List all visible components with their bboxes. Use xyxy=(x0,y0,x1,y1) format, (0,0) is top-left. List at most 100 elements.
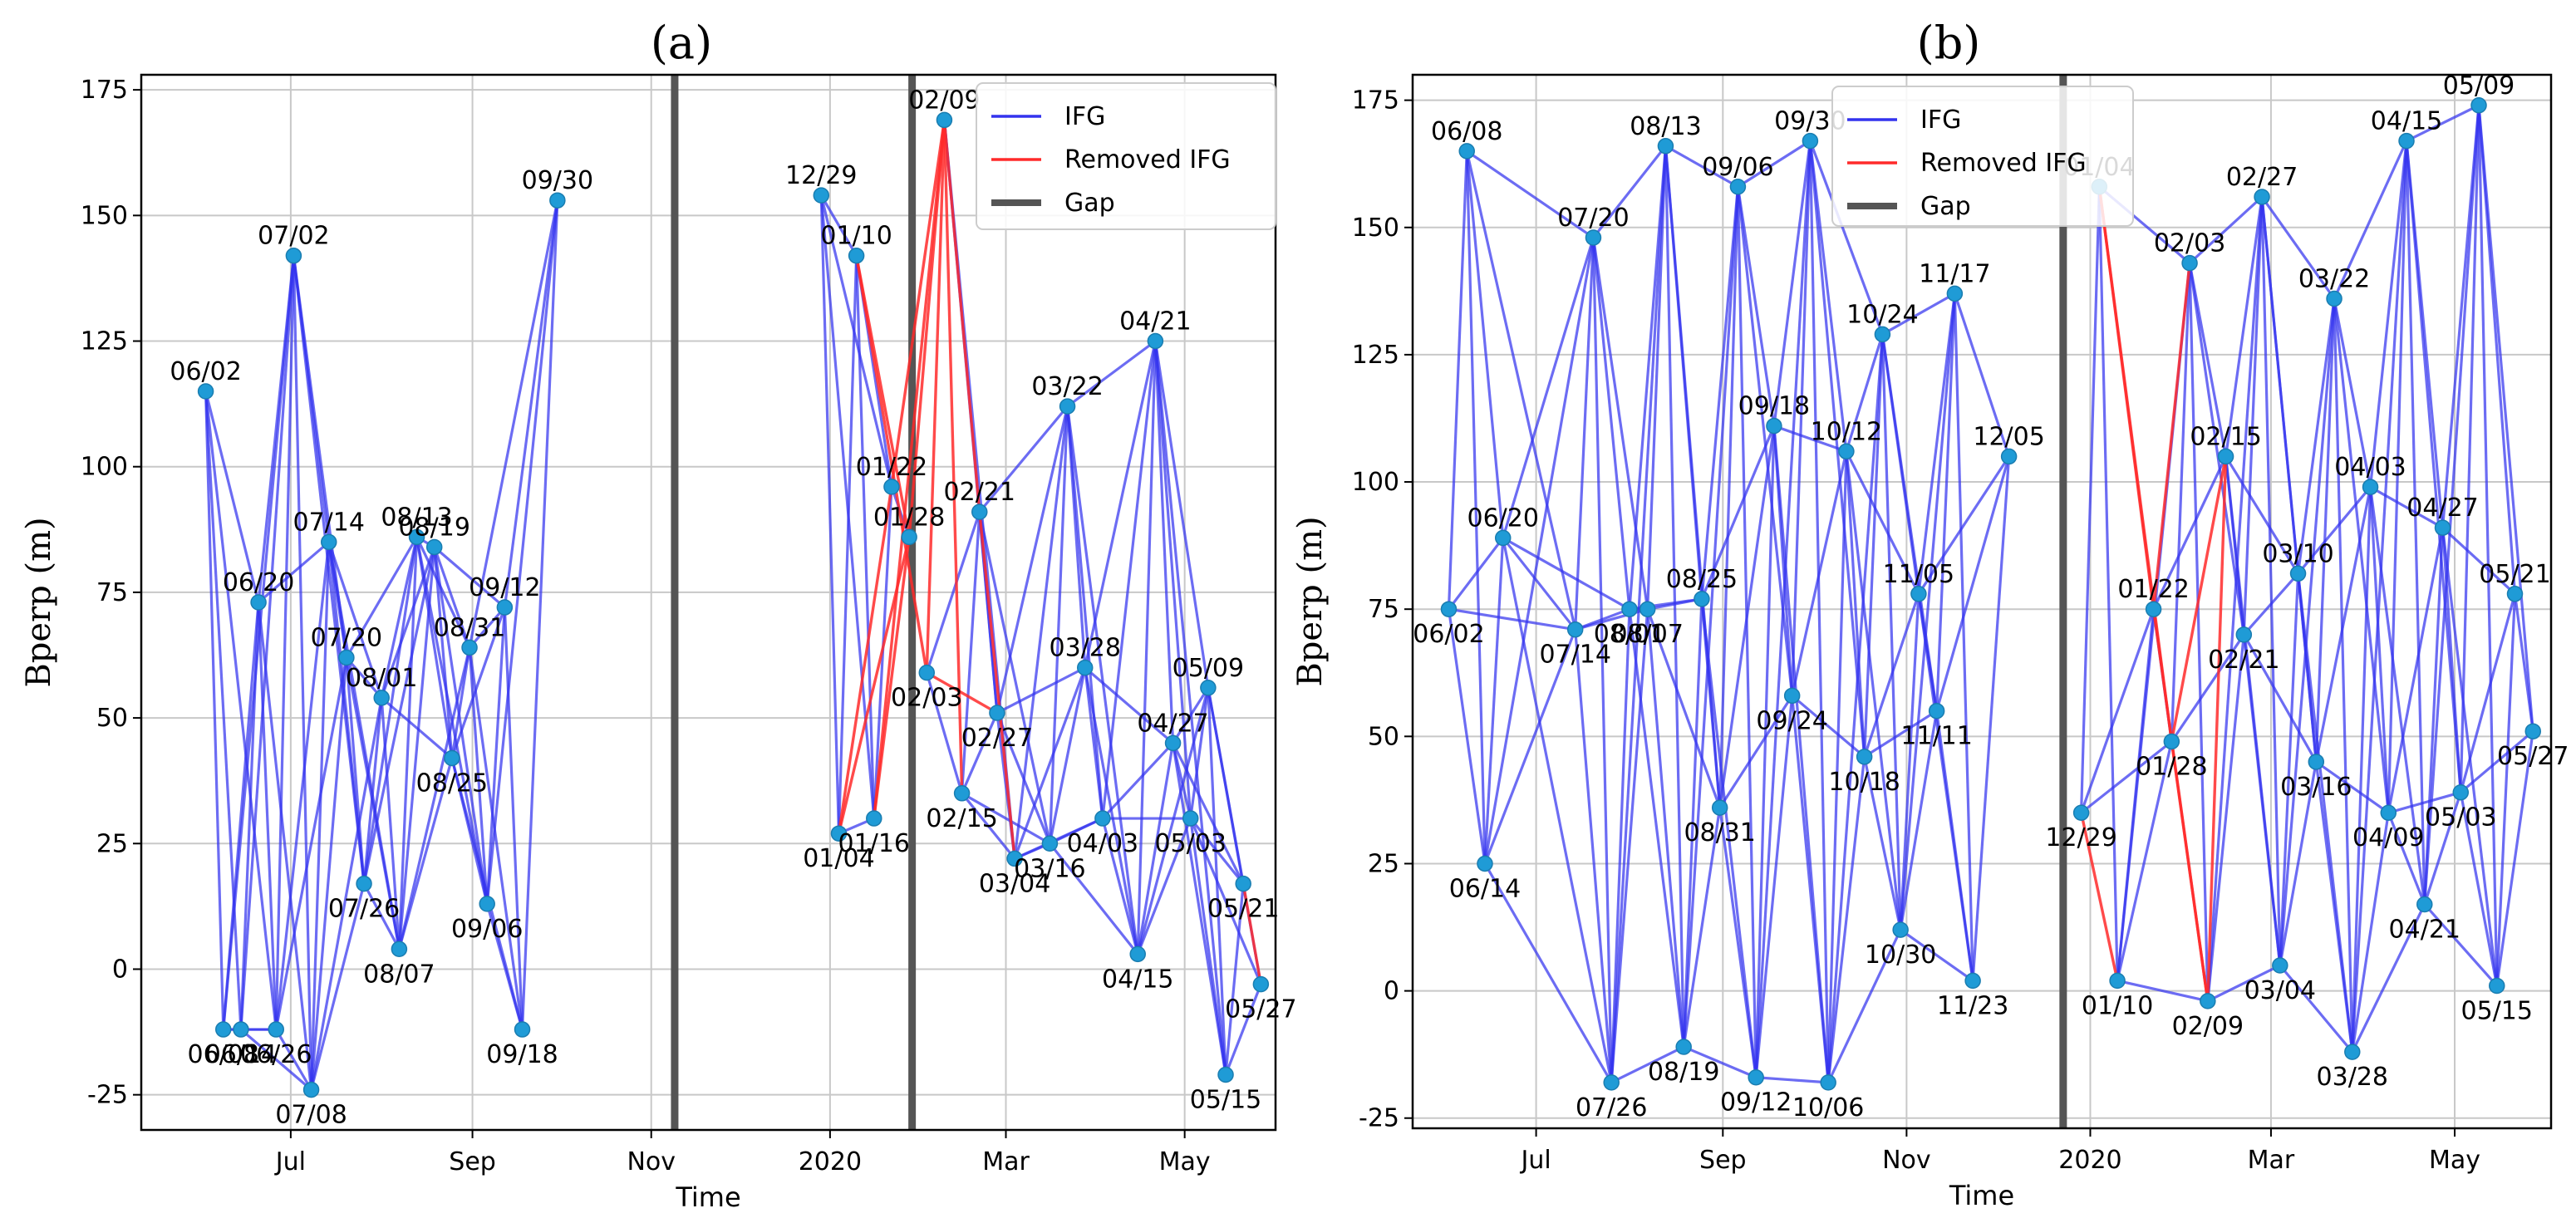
point-label: 05/21 xyxy=(2479,560,2550,589)
ifg-edge xyxy=(433,546,471,648)
ifg-edge xyxy=(292,255,313,1090)
point-label: 01/28 xyxy=(873,503,945,532)
panel-title: (b) xyxy=(1917,17,1981,69)
ifg-edge xyxy=(503,199,559,608)
ifg-edge xyxy=(2296,298,2336,574)
ifg-edge xyxy=(1808,140,1884,335)
acquisition-point xyxy=(1252,975,1270,993)
ifg-edge xyxy=(2351,903,2426,1053)
ifg-edge xyxy=(2387,140,2408,813)
acquisition-point xyxy=(901,528,917,546)
ifg-edge xyxy=(1049,842,1139,955)
acquisition-point xyxy=(2489,977,2505,995)
acquisition-point xyxy=(2380,804,2397,821)
point-label: 06/20 xyxy=(1467,503,1538,533)
ifg-edge xyxy=(2405,140,2426,905)
ifg-edge xyxy=(2387,791,2461,814)
ifg-edge xyxy=(274,657,348,1030)
ifg-edge xyxy=(1881,292,1956,336)
ifg-edge xyxy=(819,194,893,488)
ifg-edge xyxy=(2333,140,2408,300)
ifg-edge xyxy=(1826,756,1866,1083)
ifg-edge xyxy=(468,606,506,649)
ifg-edge xyxy=(2387,812,2426,906)
point-label: 07/26 xyxy=(1576,1093,1647,1122)
ifg-edge xyxy=(1153,341,1192,819)
ifg-edge xyxy=(239,1028,312,1091)
ifg-edge xyxy=(1483,237,1595,864)
acquisition-point xyxy=(2362,479,2379,495)
ifg-edge xyxy=(1101,818,1139,955)
ifg-edge xyxy=(1153,341,1227,1075)
ifg-edges xyxy=(1447,104,2534,1084)
ifg-edge xyxy=(1065,406,1104,819)
point-label: 04/15 xyxy=(2371,107,2442,136)
ifg-edge xyxy=(1953,292,2011,457)
ifg-edge xyxy=(1718,695,1794,808)
ifg-edge xyxy=(978,405,1069,513)
ifg-edge xyxy=(2242,196,2264,635)
acquisition-point xyxy=(1164,734,1182,752)
ifg-edge xyxy=(1935,710,1974,981)
ifg-edge xyxy=(274,542,331,1030)
ifg-edge xyxy=(222,255,296,1030)
point-label: 08/25 xyxy=(1666,565,1738,594)
point-label: 08/01 xyxy=(346,664,417,693)
point-label: 08/25 xyxy=(416,769,488,798)
acquisition-point xyxy=(496,599,514,616)
ifg-edge xyxy=(1899,710,1939,931)
point-label: 07/20 xyxy=(311,624,382,653)
acquisition-point xyxy=(2217,448,2234,465)
ifg-edge xyxy=(1808,140,1830,1083)
ifg-edge xyxy=(1791,140,1812,696)
ifg-edge xyxy=(1845,451,1866,757)
legend-label: IFG xyxy=(1064,102,1105,131)
acquisition-point xyxy=(2524,723,2542,739)
ifg-edge xyxy=(310,883,366,1091)
point-label: 05/03 xyxy=(2425,803,2496,833)
removed-ifg-edge xyxy=(2151,263,2191,610)
ifg-edge xyxy=(1447,608,1487,864)
acquisition-point xyxy=(1820,1074,1836,1091)
acquisition-point xyxy=(1856,749,1873,765)
panel-title: (a) xyxy=(651,17,712,69)
point-label: 04/15 xyxy=(1102,965,1173,994)
point-label: 04/27 xyxy=(1137,709,1208,738)
ifg-edge xyxy=(380,537,419,699)
acquisition-point xyxy=(1440,601,1458,617)
x-tick-label: Sep xyxy=(449,1147,496,1176)
ifg-edge xyxy=(1610,145,1668,1083)
point-label: 08/31 xyxy=(1684,818,1755,847)
point-label: 02/03 xyxy=(2154,229,2225,258)
point-label: 03/04 xyxy=(979,869,1050,898)
acquisition-point xyxy=(461,639,478,656)
ifg-edge xyxy=(274,255,296,1030)
ifg-edge xyxy=(2116,741,2173,981)
ifg-edge xyxy=(1048,667,1087,844)
point-label: 05/09 xyxy=(1172,654,1244,683)
ifg-edge xyxy=(1465,150,1505,538)
point-label: 08/13 xyxy=(1630,112,1701,141)
ifg-edge xyxy=(1953,293,1974,981)
point-label: 09/18 xyxy=(1738,392,1810,421)
ifg-edge xyxy=(1483,538,1505,864)
point-label: 06/02 xyxy=(1413,620,1484,649)
ifg-edge xyxy=(239,602,260,1030)
ifg-edge xyxy=(1700,598,1757,1078)
ifg-edge xyxy=(1574,237,1595,630)
point-label: 09/06 xyxy=(1702,153,1773,182)
x-tick-label: May xyxy=(1159,1147,1211,1176)
removed-ifg-edge xyxy=(837,486,893,834)
point-label: 02/09 xyxy=(2172,1012,2244,1041)
ifg-edge xyxy=(996,666,1086,715)
point-label: 02/09 xyxy=(908,86,980,115)
point-label: 07/02 xyxy=(258,222,329,251)
acquisition-point xyxy=(1494,529,1512,547)
acquisition-point xyxy=(971,503,988,520)
ifg-edge xyxy=(2260,196,2282,966)
ifg-edge xyxy=(415,537,489,905)
ifg-edge xyxy=(468,647,524,1030)
y-tick-label: 100 xyxy=(81,453,128,482)
acquisition-point xyxy=(1006,850,1023,867)
ifg-edge xyxy=(1101,742,1174,820)
